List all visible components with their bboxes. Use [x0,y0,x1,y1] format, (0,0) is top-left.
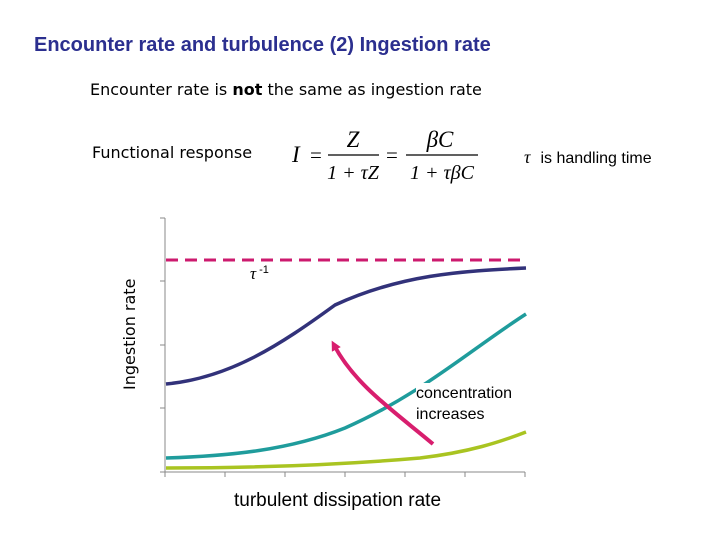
x-axis-label: turbulent dissipation rate [234,490,442,511]
annotation-line-1: concentration [416,385,513,402]
subtitle-emphasis: not [232,80,263,99]
formula-numerator-2: βC [426,127,454,152]
concentration-arrow [331,340,435,446]
subtitle-prefix: Encounter rate is [90,80,233,99]
tau-note: τ is handling time [524,147,652,168]
slide-subtitle: Encounter rate is not the same as ingest… [90,80,482,99]
formula-equals-2: = [386,143,398,167]
formula-equals-1: = [310,143,322,167]
asymptote-label-symbol: τ [250,264,257,283]
formula: I = Z 1 + τZ = βC 1 + τβC [288,120,488,190]
formula-denominator-1: 1 + τZ [327,162,380,184]
concentration-annotation: concentration increases [416,383,517,425]
curve-low-concentration [165,430,527,470]
asymptote-label-exponent: -1 [259,264,269,276]
curve-mid-concentration [165,312,527,460]
y-axis-label: Ingestion rate [120,278,139,390]
tau-note-text: is handling time [540,150,652,167]
formula-numerator-1: Z [347,127,360,152]
formula-denominator-2: 1 + τβC [410,162,475,184]
formula-lhs: I [291,142,301,167]
annotation-line-2: increases [416,406,485,423]
curve-high-concentration [165,266,527,386]
functional-response-label: Functional response [92,143,253,162]
tau-symbol: τ [524,147,531,167]
asymptote-label: τ -1 [250,264,269,284]
subtitle-suffix: the same as ingestion rate [262,80,482,99]
slide-title: Encounter rate and turbulence (2) Ingest… [34,34,491,56]
